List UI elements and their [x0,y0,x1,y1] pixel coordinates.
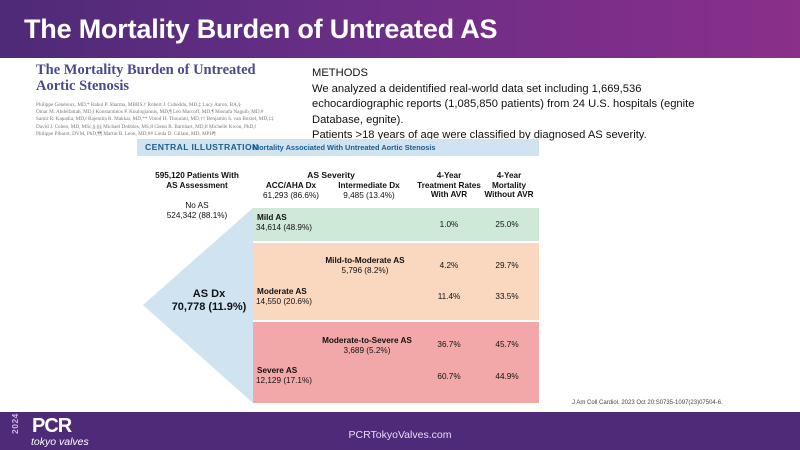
row-value: 12,129 (17.1%) [256,376,312,385]
severe-band [253,322,539,403]
footer-bar: 2024 PCR tokyo valves PCRTokyoValves.com [0,412,800,450]
header-acc-value: 61,293 (86.6%) [263,190,319,200]
header-mortality: 4-Year Mortality Without AVR [477,171,541,200]
header-int-value: 9,485 (13.4%) [343,190,395,200]
arrow-shape [143,208,253,403]
total-line-1: 595,120 Patients With [155,171,239,180]
row-label: Moderate-to-Severe AS [322,336,412,345]
row-mortality: 45.7% [495,340,519,349]
header-severity: AS Severity [307,170,355,180]
row-value: 5,796 (8.2%) [341,266,389,275]
moderate-band [253,243,539,320]
row-label: Moderate AS [257,287,307,296]
row-mortality: 29.7% [495,261,519,270]
header-treat-line: 4-Year [436,171,462,180]
central-illustration-label: CENTRAL ILLUSTRATION [145,142,259,152]
total-line-2: AS Assessment [166,180,228,190]
central-illustration: CENTRAL ILLUSTRATION Mortality Associate… [137,139,539,403]
central-illustration-header: CENTRAL ILLUSTRATION Mortality Associate… [137,139,539,156]
paper-title-line-2: Aortic Stenosis [36,78,130,94]
header-mort-line: 4-Year [496,171,522,180]
row-label: Mild-to-Moderate AS [325,256,405,265]
title-bar: The Mortality Burden of Untreated AS [0,0,800,58]
row-treatment-rate: 60.7% [437,372,461,381]
as-dx-value: 70,778 (11.9%) [171,300,247,313]
as-dx-label: AS Dx [192,288,226,300]
row-treatment-rate: 1.0% [439,220,459,229]
paper-title: The Mortality Burden of Untreated Aortic… [36,62,306,94]
methods-heading: METHODS [312,67,368,79]
header-treat-line: With AVR [430,190,468,199]
row-value: 3,689 (5.2%) [343,346,391,355]
row-mortality: 25.0% [495,220,519,229]
author-line: Philippe Généreux, MD,* Rahul P. Sharma,… [36,102,241,108]
row-value: 14,550 (20.6%) [256,297,312,306]
as-dx-arrow [143,208,253,403]
total-patients: 595,120 Patients With AS Assessment [145,171,249,190]
paper-authors: Philippe Généreux, MD,* Rahul P. Sharma,… [36,102,298,138]
header-treat-line: Treatment Rates [417,180,481,190]
row-treatment-rate: 11.4% [437,292,461,301]
pcr-logo: PCR [32,415,72,437]
no-as: No AS 524,342 (88.1%) [145,201,249,220]
row-value: 34,614 (48.9%) [256,223,312,232]
methods-text: METHODS We analyzed a deidentified real-… [312,66,782,144]
header-intermediate: Intermediate Dx 9,485 (13.4%) [327,181,411,200]
as-dx: AS Dx 70,778 (11.9%) [159,288,259,313]
central-illustration-subtitle: Mortality Associated With Untreated Aort… [253,143,436,152]
no-as-label: No AS [185,201,209,210]
mild-band [253,208,539,241]
author-line: David J. Cohen, MD, MSc,§,§§ Michael Dob… [36,123,256,130]
footer-url[interactable]: PCRTokyoValves.com [348,429,452,441]
methods-line: echocardiographic reports (1,085,850 pat… [312,98,695,110]
journal-reference: J Am Coll Cardiol. 2023 Oct 20:S0735-109… [572,400,723,406]
row-label: Mild AS [257,213,287,222]
slide-title: The Mortality Burden of Untreated AS [24,14,498,44]
author-line: Samir R. Kapadia, MD,‖ Rajendra R. Makka… [36,116,274,123]
header-acc-label: ACC/AHA Dx [265,181,317,190]
row-mortality: 33.5% [495,292,519,301]
pcr-logo-subtitle: tokyo valves [31,436,89,448]
row-mortality: 44.9% [495,372,519,381]
author-line: Philippe Pibarot, DVM, PhD,¶¶ Martin B. … [36,130,216,137]
header-mort-line: Without AVR [484,190,534,199]
row-treatment-rate: 4.2% [439,261,459,270]
row-treatment-rate: 36.7% [437,340,461,349]
row-label: Severe AS [257,366,298,375]
methods-line: We analyzed a deidentified real-world da… [312,82,642,95]
paper-header-image: The Mortality Burden of Untreated Aortic… [36,62,306,152]
row-mild: Mild AS [253,213,313,223]
methods-line: Database, egnite). [312,113,404,126]
no-as-value: 524,342 (88.1%) [166,210,228,220]
methods-line: Patients >18 years of age were classifie… [312,129,647,141]
paper-title-line-1: The Mortality Burden of Untreated [36,62,256,78]
header-mort-line: Mortality [491,180,527,190]
header-acc: ACC/AHA Dx 61,293 (86.6%) [253,181,329,200]
header-treatment: 4-Year Treatment Rates With AVR [413,171,485,200]
header-int-label: Intermediate Dx [338,181,400,190]
author-line: Omar M. Abdelfattah, MD,‖ Konstantinos P… [36,109,264,116]
